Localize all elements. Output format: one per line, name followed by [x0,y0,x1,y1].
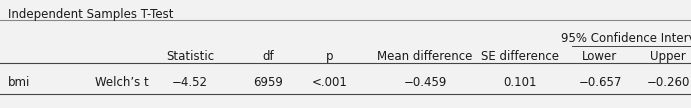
Text: Lower: Lower [583,50,618,63]
Text: bmi: bmi [8,76,30,89]
Text: Upper: Upper [650,50,686,63]
Text: 6959: 6959 [253,76,283,89]
Text: Welch’s t: Welch’s t [95,76,149,89]
Text: −0.657: −0.657 [578,76,622,89]
Text: 0.101: 0.101 [503,76,537,89]
Text: Statistic: Statistic [166,50,214,63]
Text: Independent Samples T-Test: Independent Samples T-Test [8,8,173,21]
Text: −4.52: −4.52 [172,76,208,89]
Text: 95% Confidence Interval: 95% Confidence Interval [561,32,691,45]
Text: Mean difference: Mean difference [377,50,473,63]
Text: p: p [326,50,334,63]
Text: df: df [262,50,274,63]
Text: −0.459: −0.459 [404,76,446,89]
Text: SE difference: SE difference [481,50,559,63]
Text: −0.260: −0.260 [646,76,690,89]
Text: <.001: <.001 [312,76,348,89]
